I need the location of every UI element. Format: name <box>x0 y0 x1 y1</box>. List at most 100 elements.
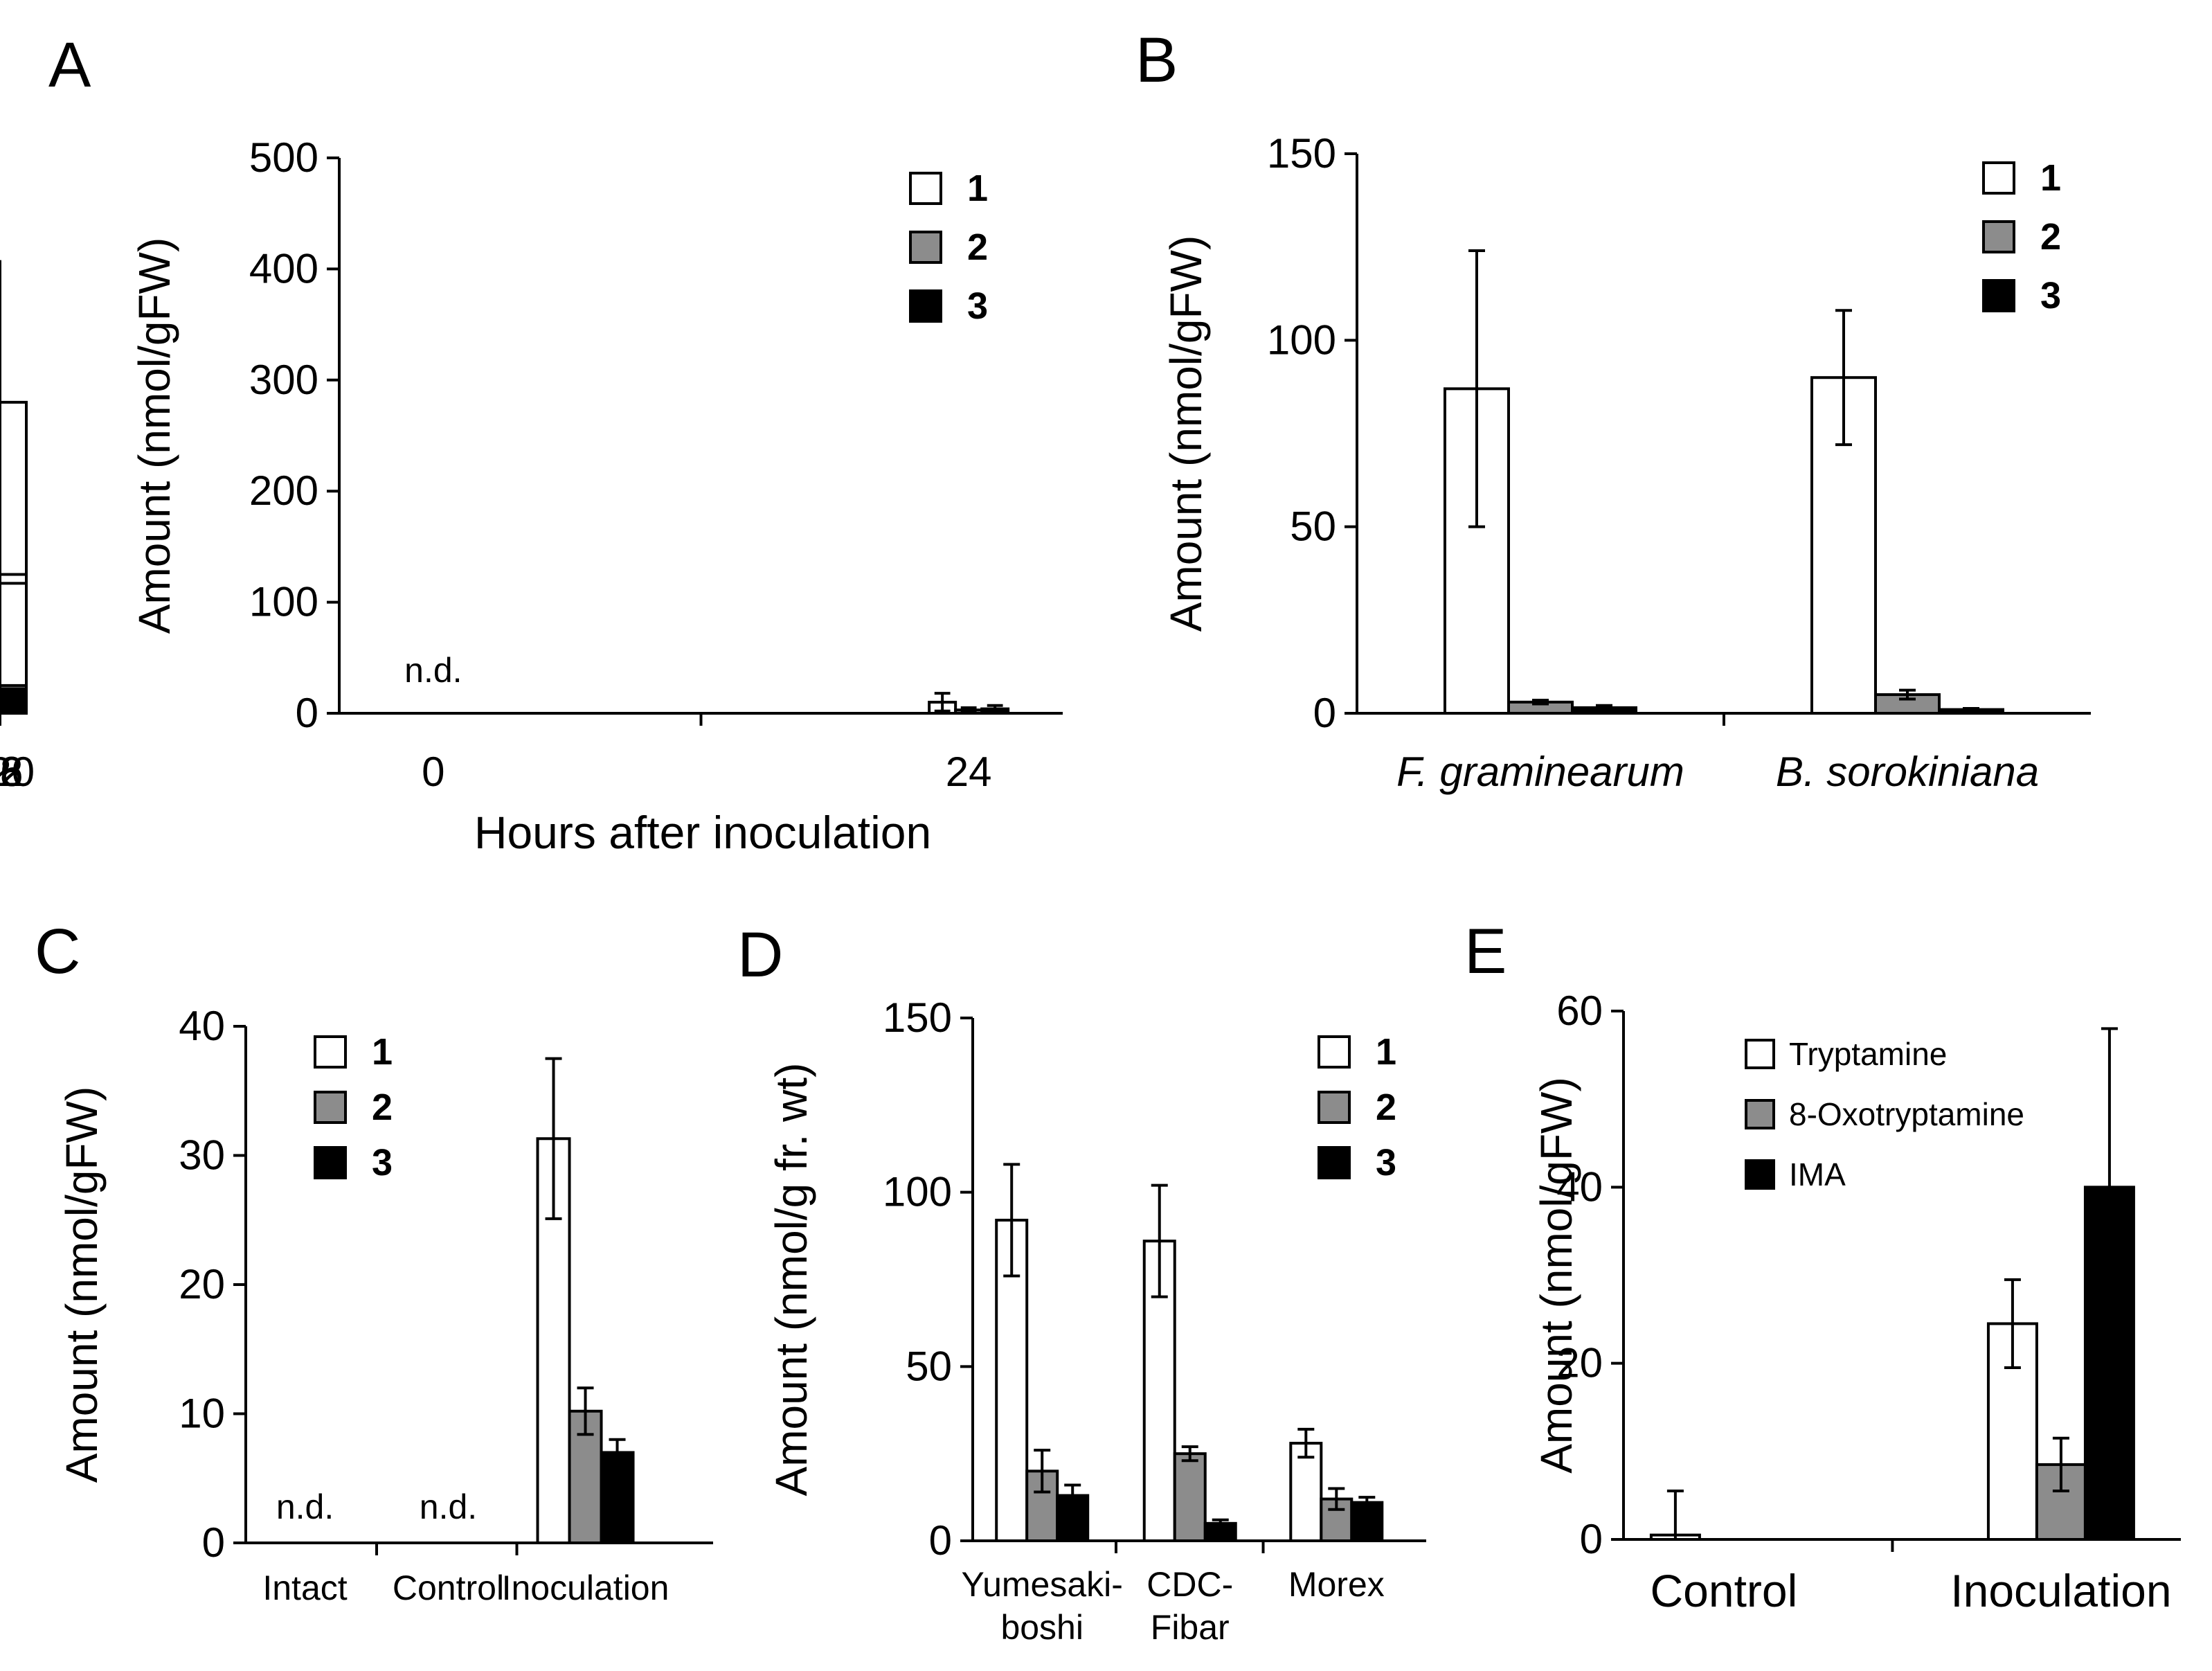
legend-swatch-3 <box>1745 1159 1775 1190</box>
legend-swatch-2 <box>1745 1099 1775 1129</box>
x-tick-label: B. sorokiniana <box>1776 749 2039 795</box>
y-tick-label: 20 <box>1556 1340 1603 1386</box>
error-bar <box>1034 1449 1051 1494</box>
panel-b: B 0 50 100 150 Amount (nmol/gFW) F. graminearu… <box>1135 25 2091 795</box>
legend-swatch-2 <box>314 1091 347 1124</box>
y-tick-label: 50 <box>1290 503 1336 550</box>
y-tick-label: 40 <box>1556 1163 1603 1210</box>
bar-series-2 <box>1173 1452 1207 1543</box>
legend-swatch-2 <box>1318 1091 1351 1124</box>
y-tick-label: 20 <box>179 1261 225 1307</box>
legend-swatch-1 <box>1745 1039 1775 1069</box>
legend-label: 2 <box>2040 216 2061 258</box>
legend: 1 2 3 <box>1982 157 2061 316</box>
x-tick-label: 48 <box>0 749 23 795</box>
error-bar <box>1666 1490 1684 1541</box>
error-bar <box>960 706 977 714</box>
legend-swatch-3 <box>314 1146 347 1179</box>
error-bar <box>1212 1518 1229 1528</box>
legend-swatch-3 <box>909 289 942 323</box>
error-bar <box>987 704 1003 714</box>
legend-swatch-1 <box>1982 161 2015 195</box>
error-bar <box>1835 309 1852 447</box>
panel-letter: E <box>1464 916 1507 987</box>
error-bar <box>1468 249 1485 528</box>
legend-label: Tryptamine <box>1789 1036 1947 1072</box>
y-tick-label: 500 <box>249 134 318 181</box>
y-tick-label: 0 <box>202 1519 225 1566</box>
legend-label: 1 <box>2040 157 2061 199</box>
x-tick-label: F. graminearum <box>1396 749 1684 795</box>
y-tick-label: 150 <box>1267 130 1336 177</box>
x-tick-label: boshi <box>1000 1608 1083 1647</box>
legend-swatch-1 <box>314 1035 347 1069</box>
legend-label: 3 <box>1376 1142 1396 1183</box>
legend-swatch-3 <box>1318 1146 1351 1179</box>
y-tick-label: 400 <box>249 245 318 292</box>
x-axis-label: Hours after inoculation <box>474 807 931 858</box>
legend-label: 1 <box>372 1031 393 1073</box>
error-bar <box>1532 699 1549 706</box>
y-tick-label: 0 <box>929 1517 952 1564</box>
legend-label: 2 <box>1376 1087 1396 1128</box>
panel-letter: B <box>1135 25 1178 96</box>
error-bar <box>1963 706 1979 713</box>
legend-swatch-1 <box>909 172 942 205</box>
x-tick-label: Inoculation <box>1950 1565 2171 1616</box>
nd-annotation: n.d. <box>404 651 462 690</box>
y-axis-label: Amount (nmol/gFW) <box>1531 1077 1581 1474</box>
y-axis-label: Amount (nmol/g fr. wt) <box>766 1063 816 1496</box>
x-tick-label: Yumesaki- <box>961 1565 1122 1604</box>
error-bar <box>1064 1483 1081 1508</box>
x-tick-label: CDC- <box>1147 1565 1233 1604</box>
x-tick-label: Fibar <box>1151 1608 1230 1647</box>
error-bar <box>1297 1427 1315 1459</box>
x-tick-label: 120 <box>0 749 35 795</box>
panel-letter: A <box>48 30 91 100</box>
y-tick-label: 100 <box>883 1169 952 1215</box>
legend: 1 2 3 <box>314 1031 393 1183</box>
x-tick-label: Morex <box>1288 1565 1385 1604</box>
nd-annotation: n.d. <box>420 1487 477 1526</box>
legend-label: 3 <box>2040 275 2061 316</box>
x-tick-label: 96 <box>0 749 23 795</box>
x-tick-label: Inoculation <box>502 1569 669 1607</box>
error-bar <box>577 1386 594 1436</box>
y-axis-label: Amount (nmol/gFW) <box>57 1087 107 1483</box>
legend: 1 2 3 <box>909 168 988 327</box>
y-tick-label: 10 <box>179 1391 225 1437</box>
error-bar <box>1328 1487 1345 1511</box>
error-bar <box>1151 1183 1168 1298</box>
legend-label: 8-Oxotryptamine <box>1789 1096 2024 1132</box>
y-tick-label: 100 <box>1267 316 1336 363</box>
error-bar <box>1899 688 1916 701</box>
legend-label: 3 <box>967 285 988 327</box>
x-tick-label: 72 <box>0 749 23 795</box>
y-tick-label: 0 <box>1313 690 1336 736</box>
x-tick-label: 24 <box>946 749 992 795</box>
legend-swatch-1 <box>1318 1035 1351 1069</box>
y-tick-label: 40 <box>179 1003 225 1049</box>
legend-label: IMA <box>1789 1156 1846 1192</box>
panel-letter: C <box>35 916 80 987</box>
y-tick-label: 100 <box>249 579 318 625</box>
panel-e: E 0 20 40 60 Amount (nmol/gFW) Control Inoculat… <box>1464 916 2181 1616</box>
x-tick-label: Intact <box>262 1569 347 1607</box>
y-tick-label: 200 <box>249 467 318 514</box>
legend-label: 2 <box>967 226 988 268</box>
panel-a: A 0 100 200 300 400 500 Amount (nmol/gFW) Hours … <box>0 30 1063 858</box>
y-axis-label: Amount (nmol/gFW) <box>129 238 179 634</box>
legend: Tryptamine 8-Oxotryptamine IMA <box>1745 1036 2024 1192</box>
y-tick-label: 50 <box>906 1343 952 1389</box>
legend-label: 3 <box>372 1142 393 1183</box>
y-axis-label: Amount (nmol/gFW) <box>1161 235 1211 632</box>
legend-label: 1 <box>967 168 988 209</box>
nd-annotation: n.d. <box>276 1487 334 1526</box>
x-tick-label: Control <box>393 1569 504 1607</box>
panel-letter: D <box>737 920 783 990</box>
error-bar <box>1003 1163 1020 1278</box>
panel-d: D 0 50 100 150 Amount (nmol/g fr. wt) Yumesaki… <box>737 920 1426 1647</box>
error-bar <box>2004 1278 2021 1370</box>
legend-swatch-2 <box>1982 220 2015 253</box>
legend: 1 2 3 <box>1318 1031 1396 1183</box>
